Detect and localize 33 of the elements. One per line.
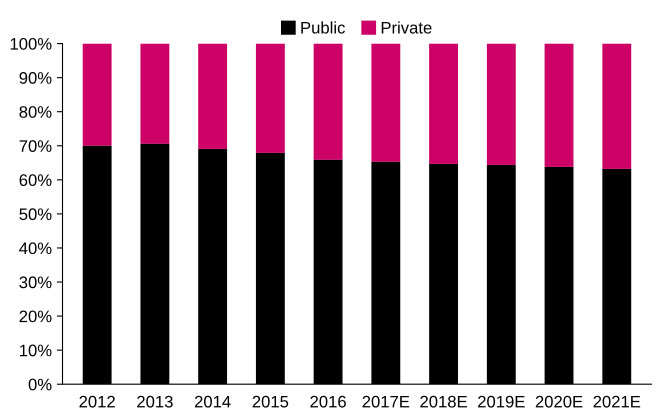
legend-label: Private	[382, 21, 432, 34]
y-tick-label: 40%	[19, 242, 52, 254]
y-tick-label: 80%	[19, 106, 52, 118]
legend-label: Public	[301, 21, 345, 34]
bar	[82, 44, 112, 146]
y-tick-label: 60%	[20, 174, 52, 186]
bar	[602, 44, 632, 169]
bar	[429, 44, 458, 164]
x-tick-label: 2014	[194, 396, 231, 408]
y-tick-label: 70%	[20, 140, 52, 152]
y-tick-label: 20%	[20, 310, 52, 322]
x-tick-label: 2017E	[362, 396, 410, 408]
bar	[486, 44, 516, 165]
x-tick-label: 2018E	[420, 396, 467, 408]
y-tick-label: 30%	[19, 276, 52, 288]
y-tick-label: 100%	[10, 38, 52, 50]
bar	[544, 44, 574, 167]
y-tick-label: 0%	[28, 378, 52, 390]
bar	[314, 44, 343, 160]
x-tick-label: 2021E	[594, 396, 640, 408]
bar	[371, 44, 400, 162]
x-tick-label: 2020E	[536, 396, 582, 408]
bar	[140, 44, 170, 144]
x-tick-label: 2013	[137, 396, 173, 408]
y-tick-label: 10%	[20, 344, 52, 356]
x-tick-label: 2016	[310, 396, 346, 408]
x-tick-label: 2015	[252, 396, 288, 408]
x-tick-label: 2012	[79, 396, 115, 408]
y-tick-label: 50%	[19, 208, 52, 220]
x-tick-label: 2019E	[478, 396, 525, 408]
bar	[198, 44, 228, 149]
bar	[256, 44, 285, 153]
y-tick-label: 90%	[20, 72, 52, 84]
